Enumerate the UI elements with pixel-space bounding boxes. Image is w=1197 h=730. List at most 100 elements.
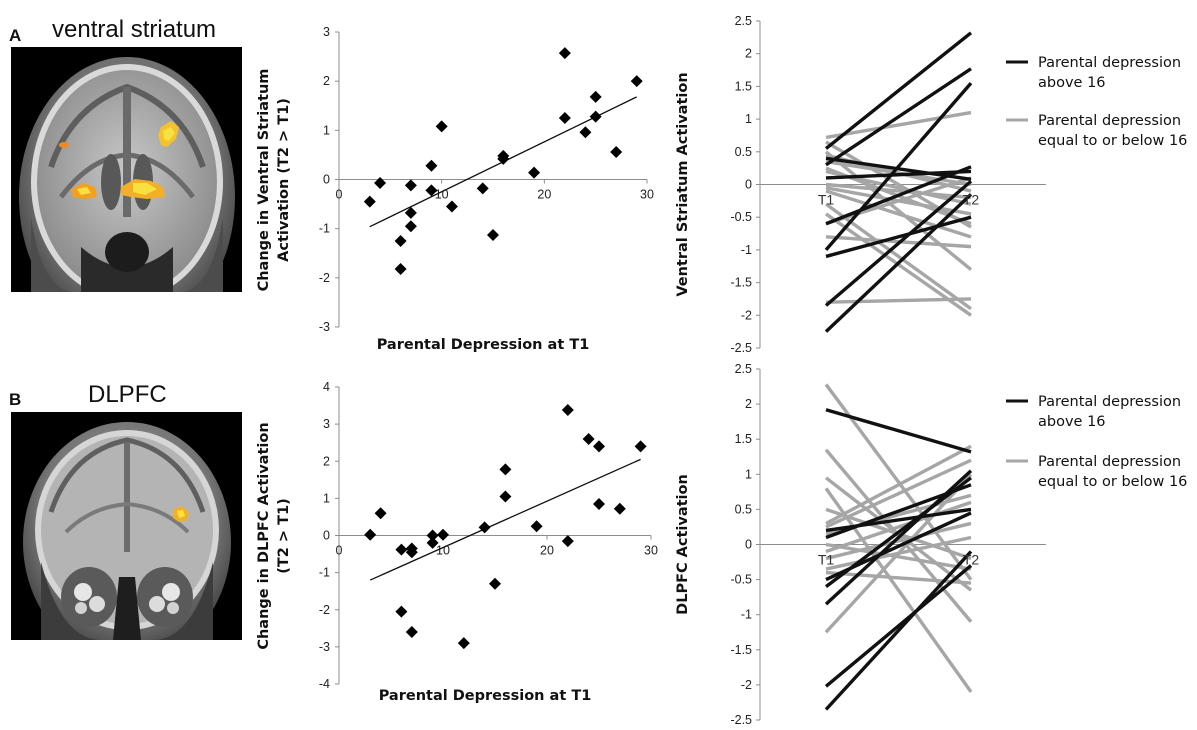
lines-b-y-tick-label: -1 <box>741 608 752 622</box>
lines-a-series-line-above <box>825 67 972 167</box>
scatter-b-data-point <box>561 535 574 548</box>
panel-a-title: ventral striatum <box>52 16 217 43</box>
scatter-a-data-point <box>363 195 376 208</box>
scatter-b-data-point <box>457 637 470 650</box>
scatter-b-data-point <box>426 536 439 549</box>
scatter-b-y-tick-label: -1 <box>319 566 330 580</box>
scatter-a-data-point <box>558 47 571 60</box>
lines-b-series-line-above <box>824 550 973 711</box>
lines-b-series-line-above <box>825 408 972 454</box>
scatter-a-y-tick-label: -1 <box>319 222 330 236</box>
lines-a-y-axis-title: Ventral Striatum Activation <box>675 72 691 296</box>
lines-a-series-line-below <box>825 186 972 216</box>
scatter-a-y-tick-label: -2 <box>319 271 330 285</box>
scatter-b-data-point <box>593 440 605 453</box>
scatter-b-y-tick-label: -4 <box>319 677 330 691</box>
scatter-b-y-axis-title: (T2 > T1) <box>276 498 292 573</box>
lines-b-y-tick-label: 0.5 <box>735 502 752 516</box>
lines-b-series-line-below <box>825 500 972 554</box>
scatter-a-y-tick-label: -3 <box>319 320 330 334</box>
scatter-a-data-point <box>425 184 438 197</box>
lines-a-y-tick-label: -1 <box>741 243 752 257</box>
scatter-a-data-point <box>394 234 407 247</box>
panel-b-letter: B <box>9 390 22 409</box>
lines-a-legend-label: equal to or below 16 <box>1038 133 1187 149</box>
lines-b-y-tick-label: 1 <box>745 467 752 481</box>
scatter-a-x-tick-label: 30 <box>640 188 654 202</box>
scatter-a-data-point <box>435 120 448 133</box>
lines-b-series-line-below <box>825 444 972 525</box>
lines-a-y-tick-label: -2 <box>741 308 752 322</box>
lines-a-y-tick-label: 2.5 <box>735 14 752 28</box>
scatter-b-data-point <box>405 626 418 639</box>
scatter-a-y-tick-label: 0 <box>323 173 330 187</box>
scatter-b-y-tick-label: -3 <box>319 640 330 654</box>
lines-a-y-tick-label: -0.5 <box>730 210 752 224</box>
panel-b-title: DLPFC <box>88 381 167 408</box>
scatter-a-data-point <box>579 126 592 139</box>
scatter-a-data-point <box>425 159 438 172</box>
scatter-a-data-point <box>374 176 387 189</box>
lines-a-legend-label: Parental depression <box>1038 113 1181 129</box>
lines-b-series-line-below <box>825 570 972 585</box>
scatter-b-data-point <box>405 546 418 559</box>
scatter-a-y-tick-label: 3 <box>323 25 330 39</box>
lines-b-y-tick-label: -1.5 <box>730 643 752 657</box>
lines-a-series-line-above <box>825 215 972 259</box>
lines-b-y-tick-label: -2.5 <box>730 713 752 727</box>
lines-b-y-tick-label: -2 <box>741 678 752 692</box>
lines-a-series-line-above <box>824 31 973 150</box>
scatter-a-data-point <box>404 179 417 192</box>
scatter-b-y-tick-label: -2 <box>319 603 330 617</box>
lines-b-series-line-below <box>824 473 973 634</box>
scatter-b-x-tick-label: 30 <box>644 544 658 558</box>
scatter-a-x-tick-label: 20 <box>537 188 551 202</box>
lines-b-y-tick-label: 1.5 <box>735 432 752 446</box>
lines-a-y-tick-label: 1 <box>745 112 752 126</box>
scatter-a-data-point <box>487 229 499 242</box>
lines-b-legend-label: equal to or below 16 <box>1038 474 1187 490</box>
scatter-a-data-point <box>558 112 571 125</box>
scatter-b-y-tick-label: 3 <box>323 417 330 431</box>
lines-a-y-tick-label: 0 <box>745 178 752 192</box>
scatter-a-data-point <box>630 75 643 88</box>
lines-a-legend-label: above 16 <box>1038 75 1106 91</box>
lines-b-category-label: T2 <box>963 552 980 568</box>
scatter-b-x-axis-title: Parental Depression at T1 <box>379 688 592 704</box>
lines-a-series-line-below <box>825 182 972 200</box>
lines-b-series-line-below <box>825 542 972 571</box>
scatter-a-x-tick-label: 0 <box>336 188 343 202</box>
scatter-b-y-tick-label: 0 <box>323 529 330 543</box>
scatter-a-data-point <box>404 220 417 233</box>
lines-a-series-line-below <box>825 297 972 304</box>
scatter-a-data-point <box>404 206 417 219</box>
scatter-b-data-point <box>593 497 605 510</box>
lines-a-series-line-above <box>825 165 972 226</box>
scatter-b-data-point <box>530 520 543 533</box>
scatter-a-y-tick-label: 1 <box>323 123 330 137</box>
scatter-a-y-axis-title: Activation (T2 > T1) <box>276 98 292 262</box>
lines-a-category-label: T1 <box>818 192 835 208</box>
lines-b-legend-label: Parental depression <box>1038 454 1181 470</box>
scatter-b-data-point <box>561 404 574 417</box>
scatter-b-x-tick-label: 10 <box>436 544 450 558</box>
lines-a-category-label: T2 <box>963 192 980 208</box>
scatter-a-data-point <box>445 200 458 213</box>
lines-b-y-axis-title: DLPFC Activation <box>675 474 691 615</box>
lines-b-series-line-above <box>824 469 973 606</box>
scatter-b-trendline <box>369 458 641 581</box>
scatter-a-data-point <box>589 90 602 103</box>
lines-a-series-line-below <box>825 110 972 140</box>
scatter-b-data-point <box>489 577 501 590</box>
scatter-b-data-point <box>499 463 512 476</box>
scatter-b-data-point <box>395 605 408 618</box>
scatter-a-data-point <box>476 182 489 195</box>
scatter-b-x-tick-label: 20 <box>540 544 554 558</box>
scatter-b-x-tick-label: 0 <box>336 544 343 558</box>
scatter-a-data-point <box>528 166 541 179</box>
scatter-b-y-tick-label: 4 <box>323 380 330 394</box>
lines-b-category-label: T1 <box>818 552 835 568</box>
scatter-b-data-point <box>374 507 387 520</box>
brain-image-ventral-striatum <box>11 47 242 292</box>
